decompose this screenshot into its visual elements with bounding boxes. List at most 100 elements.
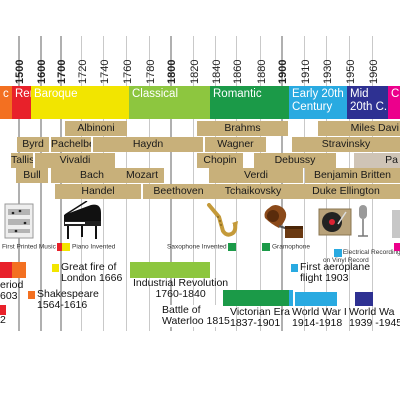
year-label: 1880 bbox=[256, 59, 268, 84]
year-tick-1780: 1780 bbox=[141, 36, 163, 84]
year-tick-1500: 1500 bbox=[10, 36, 32, 84]
year-tick-1840: 1840 bbox=[207, 36, 229, 84]
composer-beethoven: Beethoven bbox=[143, 184, 214, 199]
victorian-era-bar bbox=[223, 290, 289, 306]
caption-gramophone: Gramophone bbox=[262, 243, 310, 251]
year-label: 1860 bbox=[232, 59, 244, 84]
composer-tchaikovsky: Tchaikovsky bbox=[214, 184, 292, 199]
gridline-1860 bbox=[236, 36, 237, 331]
year-label: 1500 bbox=[14, 59, 26, 84]
year-tick-1820: 1820 bbox=[185, 36, 207, 84]
history-period-partial: eriod 603 bbox=[0, 279, 24, 302]
era-romantic: Romantic bbox=[210, 86, 289, 119]
event-first-aeroplane-flight: First aeroplane flight 1903 bbox=[300, 261, 371, 284]
gridline-1720 bbox=[81, 36, 82, 331]
year-tick-1760: 1760 bbox=[118, 36, 140, 84]
year-label: 1840 bbox=[211, 59, 223, 84]
year-label: 1820 bbox=[189, 59, 201, 84]
composer-miles-davis: Miles Davi bbox=[318, 121, 400, 136]
era-contemporary-partial: C bbox=[388, 86, 400, 119]
microphone-icon bbox=[356, 204, 370, 238]
composer-wagner: Wagner bbox=[205, 137, 266, 152]
year-label: 1900 bbox=[277, 59, 289, 84]
gridline-1960 bbox=[372, 36, 373, 331]
history-bar-orange bbox=[12, 262, 26, 278]
caption-electrical-recording-text: Electrical Recording on Vinyl Record bbox=[323, 249, 400, 264]
composer-brahms: Brahms bbox=[197, 121, 288, 136]
gridline-1780 bbox=[149, 36, 150, 331]
ww1-bar bbox=[295, 292, 337, 306]
year-tick-1880: 1880 bbox=[252, 36, 274, 84]
event-great-fire: Great fire of London 1666 bbox=[61, 261, 123, 284]
composer-pa-partial: Pa bbox=[354, 153, 400, 168]
caption-piano: Piano Invented bbox=[62, 243, 115, 251]
event-industrial-revolution: Industrial Revolution 1760-1840 bbox=[133, 277, 229, 300]
gridline-1880 bbox=[260, 36, 261, 331]
composer-bach: Bach bbox=[51, 168, 133, 183]
contemporary-marker-partial bbox=[392, 210, 400, 238]
composer-tallis: Tallis bbox=[11, 153, 33, 168]
year-label: 1700 bbox=[56, 59, 68, 84]
year-label: 1760 bbox=[122, 59, 134, 84]
industrial-revolution-bar bbox=[130, 262, 210, 278]
composer-chopin: Chopin bbox=[197, 153, 243, 168]
grand-piano-icon bbox=[61, 200, 103, 241]
history-bar-red bbox=[0, 262, 12, 278]
year-tick-1740: 1740 bbox=[95, 36, 117, 84]
pink-marker-icon bbox=[394, 243, 400, 251]
year-tick-1900: 1900 bbox=[273, 36, 295, 84]
gridline-1900 bbox=[281, 36, 283, 331]
green-marker-icon bbox=[262, 243, 270, 251]
gridline-1600 bbox=[40, 36, 42, 331]
year-label: 1910 bbox=[300, 59, 312, 84]
event-world-war-2: World Wa 1939 -1945 bbox=[349, 306, 400, 329]
gridline-1700 bbox=[60, 36, 62, 331]
year-tick-1930: 1930 bbox=[318, 36, 340, 84]
record-player-icon bbox=[318, 206, 352, 236]
pink-marker-partial bbox=[393, 243, 400, 251]
victorian-era-bar-blue bbox=[289, 290, 293, 306]
year-tick-1800: 1800 bbox=[162, 36, 184, 84]
yellow-marker-icon bbox=[62, 243, 70, 251]
composer-stravinsky: Stravinsky bbox=[292, 137, 400, 152]
year-label: 1740 bbox=[99, 59, 111, 84]
event-victorian-era: Victorian Era 1837-1901 bbox=[230, 306, 290, 329]
composer-handel: Handel bbox=[55, 184, 141, 199]
composer-bull: Bull bbox=[16, 168, 48, 183]
history-partial-2: 2 bbox=[0, 314, 6, 326]
composer-haydn: Haydn bbox=[93, 137, 203, 152]
event-shakespeare: Shakespeare 1564-1616 bbox=[37, 288, 99, 311]
year-tick-1860: 1860 bbox=[228, 36, 250, 84]
caption-electrical-recording: Electrical Recording on Vinyl Record bbox=[323, 241, 400, 273]
year-label: 1960 bbox=[368, 59, 380, 84]
sheet-music-icon bbox=[4, 203, 34, 239]
composer-byrd: Byrd bbox=[17, 137, 49, 152]
ww2-bar bbox=[355, 292, 373, 306]
year-label: 1950 bbox=[345, 59, 357, 84]
year-label: 1600 bbox=[36, 59, 48, 84]
gramophone-icon bbox=[261, 202, 305, 240]
event-world-war-1: World War I 1914-1918 bbox=[292, 306, 347, 329]
gridline-1800 bbox=[170, 36, 172, 331]
shakespeare-marker bbox=[28, 291, 35, 299]
gridline-1820 bbox=[193, 36, 194, 331]
gridline-1500 bbox=[18, 36, 20, 331]
era-classical: Classical bbox=[129, 86, 210, 119]
composer-britten: Benjamin Britten bbox=[305, 168, 400, 183]
composer-vivaldi: Vivaldi bbox=[35, 153, 115, 168]
year-label: 1780 bbox=[145, 59, 157, 84]
blue-marker-icon bbox=[333, 249, 342, 257]
era-mid-20th-century: Mid 20th C. bbox=[347, 86, 388, 119]
composer-verdi: Verdi bbox=[209, 168, 303, 183]
year-tick-1960: 1960 bbox=[364, 36, 386, 84]
gridline-1910 bbox=[304, 36, 305, 331]
year-tick-1700: 1700 bbox=[52, 36, 74, 84]
gridline-1930 bbox=[326, 36, 327, 331]
gridline-1760 bbox=[126, 36, 127, 331]
year-label: 1930 bbox=[322, 59, 334, 84]
aeroplane-marker bbox=[291, 264, 298, 272]
composer-pachelbel: Pachelbel bbox=[51, 137, 91, 152]
event-battle-of-waterloo: Battle of Waterloo 1815 bbox=[162, 304, 230, 327]
composer-debussy: Debussy bbox=[254, 153, 336, 168]
